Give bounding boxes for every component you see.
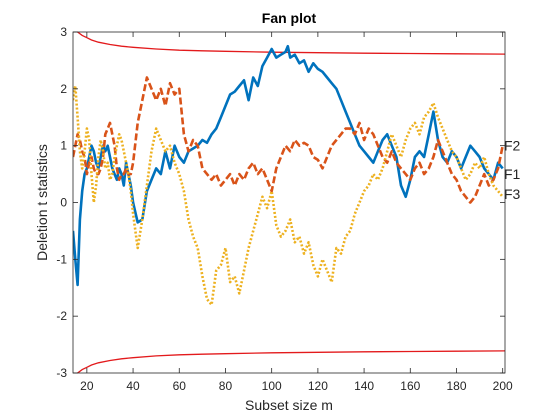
series-lines xyxy=(73,44,504,307)
x-tick-label: 140 xyxy=(354,379,374,393)
plot-area xyxy=(73,32,505,373)
confidence-bounds xyxy=(76,32,505,373)
x-tick-label: 200 xyxy=(493,379,513,393)
y-tick-label: 1 xyxy=(60,139,67,153)
x-tick-label: 160 xyxy=(400,379,420,393)
y-tick-label: -2 xyxy=(56,309,67,323)
y-tick-label: 0 xyxy=(60,196,67,210)
x-tick-label: 180 xyxy=(446,379,466,393)
series-end-labels: F2 F1 F3 xyxy=(504,138,521,202)
series-label-f1: F1 xyxy=(504,166,521,182)
series-label-f2: F2 xyxy=(504,138,521,154)
y-tick-label: -3 xyxy=(56,366,67,380)
x-tick-label: 80 xyxy=(219,379,233,393)
upper-bound-line xyxy=(76,32,505,55)
series-line-f3 xyxy=(73,84,504,307)
series-line-f1 xyxy=(73,44,504,287)
y-tick-label: 2 xyxy=(60,82,67,96)
y-tick-label: -1 xyxy=(56,252,67,266)
x-tick-label: 120 xyxy=(308,379,328,393)
y-axis-label: Deletion t statistics xyxy=(34,144,50,261)
x-axis-label: Subset size m xyxy=(245,397,333,413)
series-line-f2 xyxy=(73,76,504,204)
x-tick-label: 20 xyxy=(80,379,94,393)
chart-title: Fan plot xyxy=(262,10,317,26)
x-tick-label: 100 xyxy=(262,379,282,393)
x-tick-label: 40 xyxy=(126,379,140,393)
lower-bound-line xyxy=(76,350,505,373)
axis-ticks: 20 40 60 80 100 120 140 160 180 200 -3 -2 -1 0 1 2 3 xyxy=(56,25,513,393)
series-label-f3: F3 xyxy=(504,186,521,202)
y-tick-label: 3 xyxy=(60,25,67,39)
x-tick-label: 60 xyxy=(173,379,187,393)
